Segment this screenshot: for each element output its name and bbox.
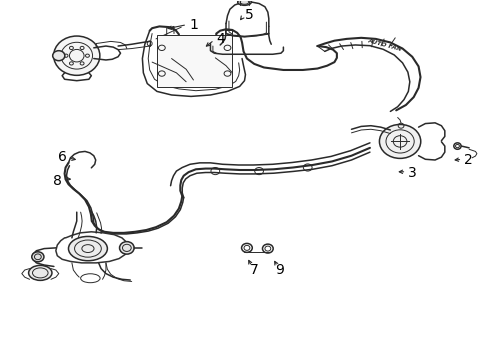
- Text: 6: 6: [58, 150, 66, 164]
- Ellipse shape: [53, 51, 65, 61]
- Bar: [157, 35, 232, 87]
- Text: 7: 7: [249, 263, 258, 277]
- Text: 9: 9: [275, 263, 284, 277]
- Ellipse shape: [54, 36, 100, 75]
- Ellipse shape: [237, 0, 251, 5]
- Text: 4: 4: [215, 32, 224, 46]
- Ellipse shape: [379, 125, 420, 158]
- Text: 8: 8: [53, 174, 61, 188]
- Ellipse shape: [29, 265, 52, 280]
- Ellipse shape: [68, 237, 107, 261]
- Text: 3: 3: [407, 166, 416, 180]
- Text: 1: 1: [189, 18, 198, 32]
- Ellipse shape: [32, 252, 44, 262]
- Text: AUTO FAN: AUTO FAN: [366, 38, 402, 52]
- Ellipse shape: [119, 242, 134, 254]
- Text: 2: 2: [463, 153, 471, 167]
- Text: 5: 5: [244, 8, 253, 22]
